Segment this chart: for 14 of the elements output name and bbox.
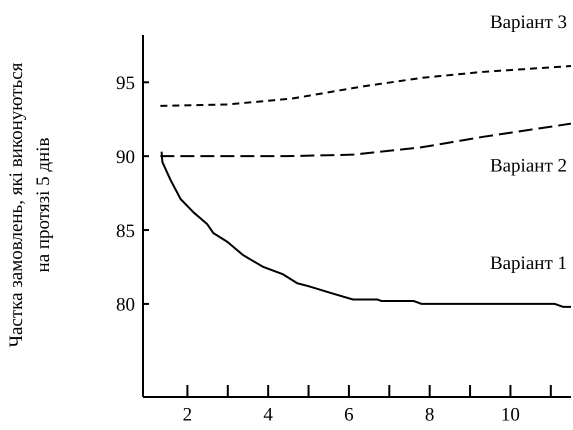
x-tick-label: 6 (344, 404, 354, 426)
x-tick-label: 10 (500, 404, 520, 426)
x-tick-label: 4 (263, 404, 274, 426)
line-series (159, 65, 571, 107)
x-tick-label: 2 (182, 404, 192, 426)
y-axis-title: Частка замовлень, які виконуються на протязі 5 днів (6, 62, 54, 348)
series-label: Варіант 2 (490, 156, 567, 177)
series-label: Варіант 1 (490, 252, 567, 274)
y-tick-label: 80 (116, 294, 135, 316)
series-label: Варіант 3 (490, 12, 567, 34)
y-tick-label: 85 (116, 220, 135, 242)
y-tick-label: 90 (116, 146, 135, 168)
x-tick-label: 8 (424, 404, 434, 426)
y-tick-label: 95 (116, 73, 135, 94)
